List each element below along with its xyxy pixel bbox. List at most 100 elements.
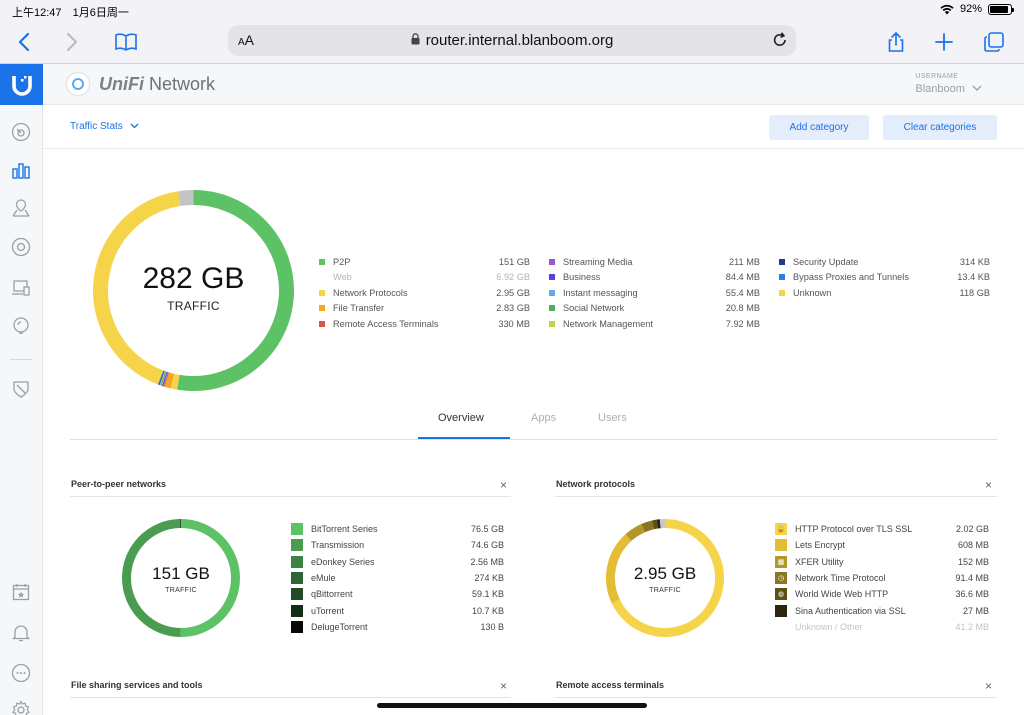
legend-label: Business (563, 272, 601, 283)
p2p-item-emule[interactable]: eMule 274 KB (291, 570, 504, 586)
forward-button[interactable] (58, 28, 86, 56)
nav-insights[interactable] (9, 314, 33, 338)
user-menu[interactable]: USERNAME Blanboom (915, 73, 982, 95)
tab-users[interactable]: Users (598, 412, 627, 424)
legend-item-network-protocols[interactable]: Network Protocols 2.95 GB (319, 285, 530, 301)
p2p-item-label: BitTorrent Series (311, 524, 378, 535)
reader-aa-button[interactable]: AA (238, 32, 254, 48)
protocols-slice-network-time-protocol[interactable] (641, 520, 655, 533)
reload-button[interactable] (772, 31, 788, 53)
legend-item-unknown[interactable]: Unknown 118 GB (779, 285, 990, 301)
back-button[interactable] (10, 28, 38, 56)
tab-overview[interactable]: Overview (438, 412, 484, 424)
unifi-logo[interactable] (0, 64, 43, 105)
p2p-item-delugetorrent[interactable]: DelugeTorrent 130 B (291, 619, 504, 635)
nav-clients[interactable] (9, 276, 33, 300)
legend-item-business[interactable]: Business 84.4 MB (549, 270, 760, 286)
protocols-card-close-button[interactable]: × (985, 478, 993, 492)
legend-item-p2p[interactable]: P2P 151 GB (319, 254, 530, 270)
nav-events[interactable] (9, 580, 33, 604)
color-swatch (291, 555, 303, 568)
nav-devices[interactable] (9, 235, 33, 259)
protocols-item-lets-encrypt[interactable]: Lets Encrypt 608 MB (775, 537, 989, 553)
color-swatch (291, 572, 303, 585)
tab-bar: Overview Apps Users (70, 405, 997, 440)
tabs-icon (984, 32, 1004, 52)
book-icon (115, 33, 137, 51)
nav-map[interactable] (9, 196, 33, 220)
nav-chat[interactable] (9, 661, 33, 685)
file-sharing-card-close-button[interactable]: × (500, 679, 508, 693)
p2p-item-transmission[interactable]: Transmission 74.6 GB (291, 537, 504, 553)
protocols-card-divider (555, 496, 997, 497)
tab-apps[interactable]: Apps (531, 412, 557, 424)
p2p-item-edonkey-series[interactable]: eDonkey Series 2.56 MB (291, 554, 504, 570)
p2p-slice-bittorrent-series[interactable] (180, 519, 240, 637)
protocols-item-sina-authentication-via-ssl[interactable]: Sina Authentication via SSL 27 MB (775, 602, 989, 618)
new-tab-button[interactable] (930, 28, 958, 56)
legend-item-network-management[interactable]: Network Management 7.92 MB (549, 316, 760, 332)
share-button[interactable] (882, 28, 910, 56)
traffic-stats-selector[interactable]: Traffic Stats (70, 121, 139, 132)
add-category-button[interactable]: Add category (769, 115, 869, 140)
protocols-slice-xfer-utility[interactable] (625, 523, 646, 542)
p2p-card-title: Peer-to-peer networks (71, 479, 167, 489)
p2p-item-utorrent[interactable]: uTorrent 10.7 KB (291, 602, 504, 618)
url-display[interactable]: router.internal.blanboom.org (228, 32, 796, 49)
traffic-slice-unknown[interactable] (93, 191, 181, 385)
brand-name: UniFi Network (99, 74, 215, 95)
protocols-item-value: 27 MB (962, 605, 989, 616)
clear-categories-button[interactable]: Clear categories (883, 115, 997, 140)
protocols-item-network-time-protocol[interactable]: ◷ Network Time Protocol 91.4 MB (775, 570, 989, 586)
protocols-item-unknown-other[interactable]: Unknown / Other 41.2 MB (775, 619, 989, 635)
p2p-item-qbittorrent[interactable]: qBittorrent 59.1 KB (291, 586, 504, 602)
nav-statistics[interactable] (9, 158, 33, 182)
nav-threat-management[interactable] (9, 377, 33, 401)
protocols-item-label: Network Time Protocol (795, 573, 886, 584)
legend-item-social-network[interactable]: Social Network 20.8 MB (549, 301, 760, 317)
protocols-card-title: Network protocols (556, 479, 636, 489)
nav-settings[interactable] (9, 698, 33, 715)
protocols-slice-http-protocol-over-tls-ssl[interactable] (611, 519, 724, 637)
wifi-icon (940, 4, 954, 14)
legend-label: Remote Access Terminals (333, 318, 439, 329)
legend-item-remote-access-terminals[interactable]: Remote Access Terminals 330 MB (319, 316, 530, 332)
device-circle-icon (11, 237, 31, 257)
nav-dashboard[interactable] (9, 120, 33, 144)
brand-rest: Network (144, 73, 216, 94)
remote-access-card-divider (555, 697, 997, 698)
p2p-card-close-button[interactable]: × (500, 478, 508, 492)
legend-column-1: P2P 151 GB Web 6.92 GB Network Protocols 2.95… (319, 254, 530, 332)
legend-item-instant-messaging[interactable]: Instant messaging 55.4 MB (549, 285, 760, 301)
legend-item-streaming-media[interactable]: Streaming Media 211 MB (549, 254, 760, 270)
nav-alerts[interactable] (9, 621, 33, 645)
protocols-slice-world-wide-web-http[interactable] (652, 519, 658, 530)
color-swatch (291, 539, 303, 552)
remote-access-card-close-button[interactable]: × (985, 679, 993, 693)
clients-icon (12, 280, 30, 296)
traffic-slice-network-protocols[interactable] (170, 373, 180, 390)
p2p-slice-transmission[interactable] (122, 519, 181, 637)
traffic-slice-web[interactable] (178, 190, 194, 207)
brand[interactable]: UniFi Network (67, 73, 215, 95)
traffic-slice-file-transfer[interactable] (164, 372, 175, 389)
gear-icon (12, 700, 30, 715)
protocols-item-world-wide-web-http[interactable]: ◍ World Wide Web HTTP 36.6 MB (775, 586, 989, 602)
app-header: UniFi Network USERNAME Blanboom (43, 64, 1024, 105)
legend-item-file-transfer[interactable]: File Transfer 2.83 GB (319, 301, 530, 317)
legend-swatch (549, 274, 555, 281)
protocols-item-http-protocol-over-tls-ssl[interactable]: 🔒 HTTP Protocol over TLS SSL 2.02 GB (775, 521, 989, 537)
url-text: router.internal.blanboom.org (425, 32, 614, 49)
bookmarks-button[interactable] (112, 28, 140, 56)
legend-item-security-update[interactable]: Security Update 314 KB (779, 254, 990, 270)
legend-swatch (779, 258, 785, 265)
traffic-slice-p2p[interactable] (177, 190, 294, 391)
protocols-slice-lets-encrypt[interactable] (606, 534, 632, 604)
legend-item-web[interactable]: Web 6.92 GB (319, 270, 530, 286)
tabs-overview-button[interactable] (980, 28, 1008, 56)
p2p-item-bittorrent-series[interactable]: BitTorrent Series 76.5 GB (291, 521, 504, 537)
legend-swatch (549, 320, 555, 327)
legend-item-bypass-proxies-and-tunnels[interactable]: Bypass Proxies and Tunnels 13.4 KB (779, 270, 990, 286)
protocols-item-xfer-utility[interactable]: ▦ XFER Utility 152 MB (775, 554, 989, 570)
address-bar[interactable]: AA router.internal.blanboom.org (228, 25, 796, 56)
